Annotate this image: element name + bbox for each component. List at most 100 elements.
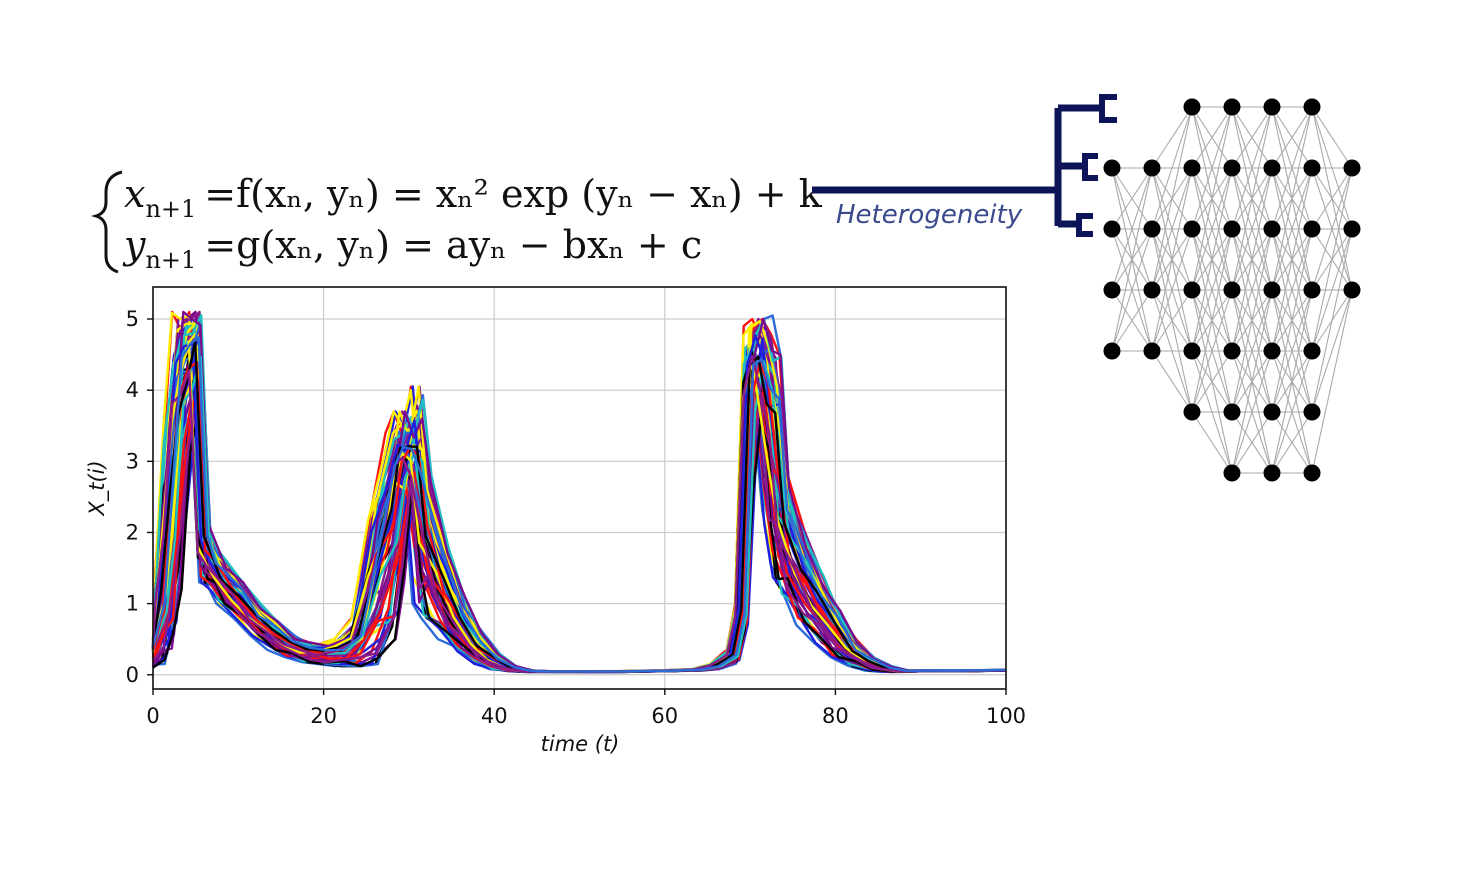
series-line	[151, 320, 1007, 673]
network-node	[1263, 98, 1281, 116]
y-tick-label: 5	[126, 307, 139, 331]
series-line	[151, 337, 1007, 673]
network-edge	[1231, 289, 1273, 413]
network-node	[1343, 281, 1361, 299]
network-node	[1263, 342, 1281, 360]
series-line	[151, 311, 1007, 673]
network-edge	[1151, 289, 1193, 352]
network-node	[1303, 159, 1321, 177]
network-edge	[1111, 228, 1153, 352]
series-line	[151, 325, 1007, 673]
network-node	[1103, 342, 1121, 360]
series-line	[151, 334, 1007, 673]
x-tick-label: 80	[822, 704, 849, 728]
network-edge	[1191, 106, 1233, 169]
series-line	[151, 310, 1007, 673]
network-node	[1343, 159, 1361, 177]
series-line	[151, 354, 1007, 673]
network-edge	[1311, 167, 1353, 291]
network-edge	[1191, 106, 1233, 291]
network-edge	[1151, 106, 1193, 230]
x-axis-label: time (t)	[541, 732, 620, 756]
network-node	[1103, 220, 1121, 238]
network-node	[1183, 220, 1201, 238]
network-node	[1183, 159, 1201, 177]
network-edge	[1231, 289, 1273, 474]
network-edge	[1311, 106, 1353, 169]
series-line	[151, 310, 1007, 673]
equation-line-2-rhs: =g(xₙ, yₙ) = ayₙ − bxₙ + c	[204, 223, 702, 267]
network-edge	[1231, 106, 1273, 291]
series-line	[151, 337, 1007, 673]
network-node	[1263, 281, 1281, 299]
network-edge	[1271, 228, 1313, 352]
network-node	[1143, 220, 1161, 238]
network-edge	[1151, 167, 1193, 291]
equation-brace	[90, 170, 123, 274]
series-line	[151, 325, 1007, 673]
network-edge	[1231, 106, 1273, 169]
network-edge	[1271, 167, 1313, 291]
network-node	[1143, 342, 1161, 360]
network-edge	[1191, 350, 1233, 413]
network-edge	[1191, 106, 1233, 230]
network-node	[1303, 220, 1321, 238]
network-edge	[1311, 289, 1353, 413]
network-node	[1343, 220, 1361, 238]
network-edge	[1231, 106, 1273, 230]
network-node	[1223, 159, 1241, 177]
network-node	[1263, 220, 1281, 238]
network-node	[1183, 342, 1201, 360]
series-line	[151, 327, 1007, 673]
network-node	[1303, 464, 1321, 482]
network-edge	[1271, 167, 1313, 352]
series-line	[151, 332, 1007, 673]
equation-system: xn+1 =f(xₙ, yₙ) = xₙ² exp (yₙ − xₙ) + k y…	[90, 170, 823, 274]
tree-leaf-bottom	[1076, 213, 1093, 237]
network-edge	[1311, 228, 1353, 413]
network-edge	[1271, 106, 1313, 169]
y-tick-label: 1	[126, 592, 139, 616]
series-line	[151, 319, 1007, 673]
equation-line-1: xn+1 =f(xₙ, yₙ) = xₙ² exp (yₙ − xₙ) + k	[124, 172, 823, 223]
series-line	[151, 337, 1007, 673]
network-edge	[1111, 167, 1153, 352]
network-edge	[1231, 167, 1273, 291]
chart-series-group	[151, 310, 1007, 674]
network-edges	[1111, 106, 1353, 474]
x-tick-label: 40	[481, 704, 508, 728]
network-edge	[1271, 411, 1313, 474]
series-line	[151, 310, 1007, 673]
network-edge	[1111, 167, 1153, 230]
network-edge	[1191, 228, 1233, 352]
series-line	[151, 312, 1007, 673]
series-line	[152, 397, 1007, 673]
network-edge	[1271, 350, 1313, 474]
network-edge	[1271, 289, 1313, 413]
series-line	[151, 323, 1007, 673]
series-line	[151, 313, 1007, 673]
network-edge	[1231, 167, 1273, 352]
network-node	[1183, 98, 1201, 116]
network-edge	[1191, 167, 1233, 291]
network-node	[1263, 464, 1281, 482]
network-edge	[1231, 228, 1273, 413]
x-tick-label: 0	[146, 704, 159, 728]
chart-frame	[152, 286, 1007, 690]
network-node	[1183, 403, 1201, 421]
network-node	[1303, 342, 1321, 360]
chart-grid	[152, 287, 1007, 689]
y-tick-label: 0	[126, 663, 139, 687]
series-line	[151, 322, 1007, 673]
series-line	[151, 321, 1007, 673]
network-edge	[1151, 167, 1193, 352]
network-edge	[1231, 411, 1273, 474]
series-line	[151, 310, 1007, 673]
network-edge	[1111, 167, 1153, 291]
y-tick-label: 2	[126, 520, 139, 544]
network-edge	[1271, 106, 1313, 230]
series-line	[151, 342, 1007, 673]
network-node	[1103, 159, 1121, 177]
network-edge	[1311, 289, 1353, 474]
